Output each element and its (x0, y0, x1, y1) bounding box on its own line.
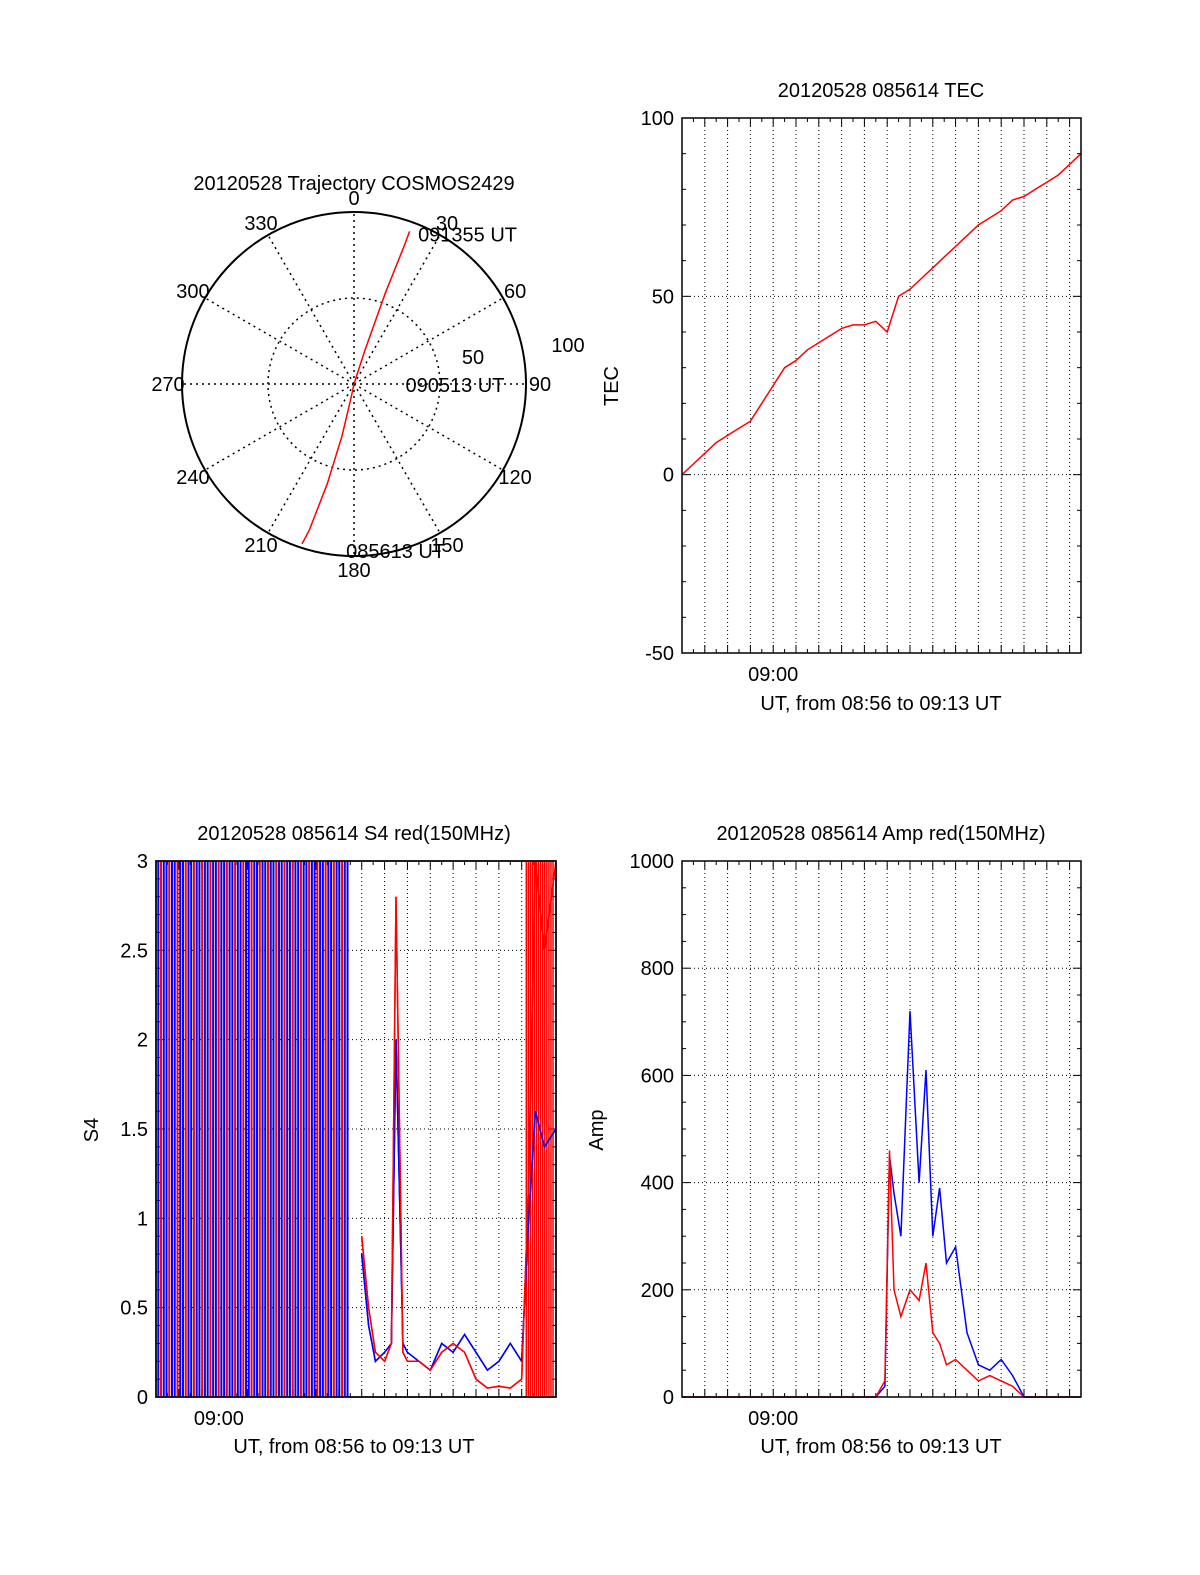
polar-azimuth-label: 120 (498, 467, 531, 489)
amp-line-chart: 20120528 085614 Amp red(150MHz) UT, from… (586, 823, 1082, 1458)
s4-line-chart: 20120528 085614 S4 red(150MHz) UT, from … (81, 823, 557, 1458)
y-tick-label: 1.5 (120, 1119, 148, 1141)
polar-azimuth-label: 60 (504, 281, 526, 303)
polar-radial-label: 100 (551, 335, 584, 357)
polar-spoke (267, 383, 355, 534)
y-tick-label: 0.5 (120, 1298, 148, 1320)
tec-title: 20120528 085614 TEC (778, 80, 984, 102)
amp-title: 20120528 085614 Amp red(150MHz) (716, 823, 1045, 845)
polar-trajectory-upper (353, 231, 411, 385)
y-tick-label: 50 (652, 286, 674, 308)
polar-azimuth-label: 150 (430, 535, 463, 557)
polar-spoke (204, 297, 355, 385)
polar-azimuth-label: 270 (151, 374, 184, 396)
y-tick-label: 1000 (630, 851, 675, 873)
polar-azimuth-label: 180 (337, 560, 370, 582)
y-tick-label: 200 (641, 1280, 674, 1302)
polar-spoke (204, 383, 355, 471)
polar-azimuth-label: 0 (348, 188, 359, 210)
polar-time-annotation: 090513 UT (405, 375, 504, 397)
polar-radial-label: 50 (462, 347, 484, 369)
polar-title: 20120528 Trajectory COSMOS2429 (193, 173, 514, 195)
amp-ylabel: Amp (586, 1109, 608, 1150)
s4-title: 20120528 085614 S4 red(150MHz) (197, 823, 511, 845)
trajectory-polar-plot: 20120528 Trajectory COSMOS2429 0 30 60 90 12… (151, 173, 584, 582)
tec-ylabel: TEC (601, 366, 623, 406)
polar-trajectory-lower (301, 383, 355, 545)
polar-time-annotation: 091355 UT (418, 225, 517, 247)
x-tick-label: 09:00 (748, 1408, 798, 1430)
y-tick-label: -50 (645, 643, 674, 665)
tec-xlabel: UT, from 08:56 to 09:13 UT (760, 693, 1001, 715)
x-tick-label: 09:00 (748, 664, 798, 686)
amp-xlabel: UT, from 08:56 to 09:13 UT (760, 1436, 1001, 1458)
x-tick-label: 09:00 (194, 1408, 244, 1430)
polar-azimuth-label: 210 (244, 535, 277, 557)
polar-azimuth-label: 30 (436, 213, 458, 235)
y-tick-label: 100 (641, 108, 674, 130)
y-tick-label: 2.5 (120, 940, 148, 962)
polar-azimuth-label: 240 (176, 467, 209, 489)
y-tick-label: 0 (663, 1387, 674, 1409)
polar-spoke (267, 234, 355, 385)
polar-spoke (353, 234, 441, 385)
polar-spoke (353, 297, 504, 385)
y-tick-label: 800 (641, 958, 674, 980)
series-line-top-1 (360, 860, 557, 1389)
y-tick-label: 2 (137, 1030, 148, 1052)
series-line-1 (682, 1150, 1081, 1398)
y-tick-label: 3 (137, 851, 148, 873)
y-tick-label: 0 (663, 465, 674, 487)
tec-line-chart: 20120528 085614 TEC UT, from 08:56 to 09… (601, 80, 1082, 715)
polar-outer-circle (181, 211, 527, 557)
polar-spoke (353, 383, 504, 471)
polar-azimuth-label: 300 (176, 281, 209, 303)
s4-ylabel: S4 (81, 1118, 103, 1142)
polar-spoke (353, 383, 441, 534)
s4-xlabel: UT, from 08:56 to 09:13 UT (233, 1436, 474, 1458)
series-line-0 (681, 153, 1082, 476)
plot-frame (155, 860, 557, 1398)
series-line-0 (682, 1011, 1081, 1398)
plot-frame (681, 117, 1082, 654)
polar-azimuth-label: 90 (529, 374, 551, 396)
y-tick-label: 0 (137, 1387, 148, 1409)
y-tick-label: 600 (641, 1065, 674, 1087)
polar-time-annotation: 085613 UT (346, 541, 445, 563)
y-tick-label: 400 (641, 1173, 674, 1195)
y-tick-label: 1 (137, 1208, 148, 1230)
plot-frame (681, 860, 1082, 1398)
polar-azimuth-label: 330 (244, 213, 277, 235)
